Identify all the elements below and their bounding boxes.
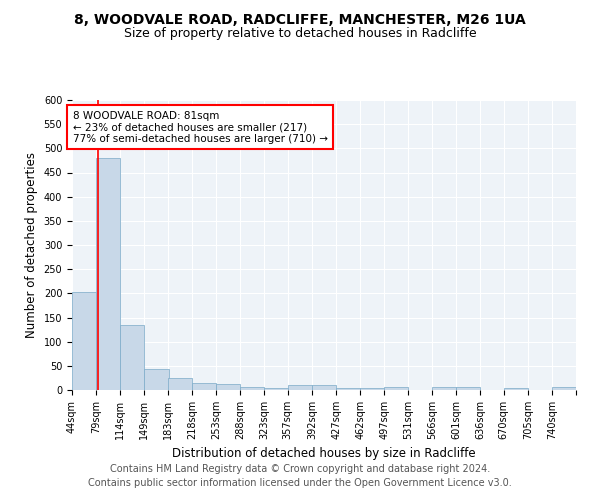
Bar — [120, 325, 145, 390]
Bar — [265, 388, 289, 390]
Bar — [288, 385, 312, 390]
Bar — [145, 369, 169, 390]
Bar — [96, 158, 120, 390]
Bar — [168, 378, 192, 390]
Bar — [552, 387, 576, 390]
Bar — [240, 386, 265, 390]
Bar — [385, 386, 409, 390]
Text: Size of property relative to detached houses in Radcliffe: Size of property relative to detached ho… — [124, 28, 476, 40]
Bar — [72, 292, 96, 390]
Bar — [192, 383, 216, 390]
Text: Contains HM Land Registry data © Crown copyright and database right 2024.
Contai: Contains HM Land Registry data © Crown c… — [88, 464, 512, 487]
Y-axis label: Number of detached properties: Number of detached properties — [25, 152, 38, 338]
Bar — [336, 388, 360, 390]
Text: 8, WOODVALE ROAD, RADCLIFFE, MANCHESTER, M26 1UA: 8, WOODVALE ROAD, RADCLIFFE, MANCHESTER,… — [74, 12, 526, 26]
Bar — [360, 388, 385, 390]
Bar — [503, 388, 528, 390]
Text: 8 WOODVALE ROAD: 81sqm
← 23% of detached houses are smaller (217)
77% of semi-de: 8 WOODVALE ROAD: 81sqm ← 23% of detached… — [73, 110, 328, 144]
Bar — [456, 386, 480, 390]
Text: Distribution of detached houses by size in Radcliffe: Distribution of detached houses by size … — [172, 448, 476, 460]
Bar — [312, 385, 336, 390]
Bar — [216, 384, 240, 390]
Bar — [432, 387, 456, 390]
